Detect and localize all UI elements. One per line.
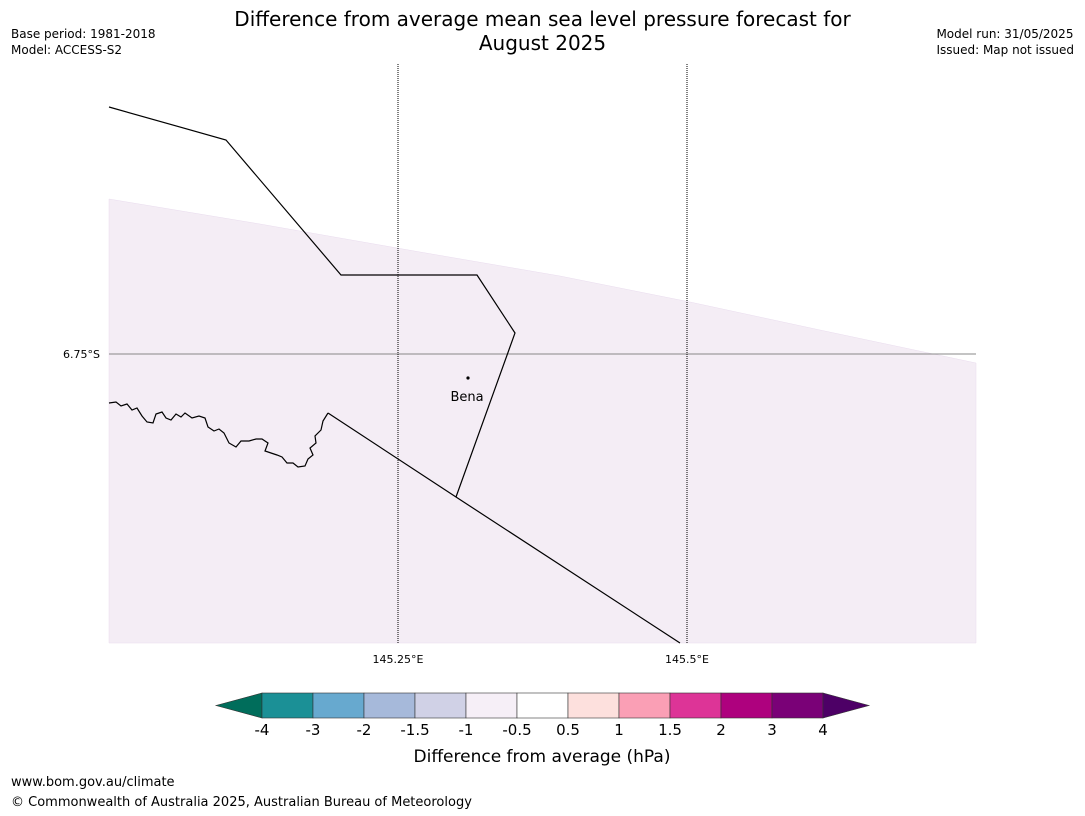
colorbar-tick-label: -0.5: [502, 721, 531, 739]
colorbar-tick-label: 4: [818, 721, 828, 739]
colorbar-tick-label: 0.5: [556, 721, 580, 739]
colorbar-segment: [567, 692, 620, 719]
colorbar-tick-label: -4: [255, 721, 270, 739]
colorbar-tick-label: -3: [306, 721, 321, 739]
meta-right: Model run: 31/05/2025 Issued: Map not is…: [936, 26, 1074, 58]
footer-url: www.bom.gov.au/climate: [11, 775, 175, 790]
colorbar: [214, 692, 871, 719]
colorbar-label: Difference from average (hPa): [414, 747, 671, 767]
boundary-line-north: [108, 106, 516, 498]
colorbar-segment: [312, 692, 365, 719]
model-text: Model: ACCESS-S2: [11, 43, 123, 57]
meta-left: Base period: 1981-2018 Model: ACCESS-S2: [11, 26, 156, 58]
map-title-line2: August 2025: [478, 31, 607, 55]
colorbar-segment: [363, 692, 416, 719]
map-title-line1: Difference from average mean sea level p…: [234, 7, 851, 31]
base-period-text: Base period: 1981-2018: [11, 27, 156, 41]
colorbar-segment: [516, 692, 569, 719]
colorbar-segment: [465, 692, 518, 719]
latitude-label: 6.75°S: [63, 348, 100, 361]
colorbar-tick-label: -1.5: [400, 721, 429, 739]
colorbar-tick-label: 1.5: [658, 721, 682, 739]
colorbar-extend-high: [822, 692, 871, 719]
map-title: Difference from average mean sea level p…: [150, 7, 935, 55]
issued-text: Issued: Map not issued: [936, 43, 1074, 57]
colorbar-tick-label: -1: [459, 721, 474, 739]
colorbar-segment: [720, 692, 773, 719]
model-run-text: Model run: 31/05/2025: [936, 27, 1074, 41]
longitude-label-2: 145.5°E: [665, 653, 709, 666]
longitude-label-1: 145.25°E: [373, 653, 424, 666]
colorbar-segment: [261, 692, 314, 719]
colorbar-segment: [669, 692, 722, 719]
colorbar-ticks: -4 -3 -2 -1.5 -1 -0.5 0.5 1 1.5 2 3 4: [255, 721, 828, 739]
colorbar-segment: [618, 692, 671, 719]
colorbar-segment: [771, 692, 824, 719]
colorbar-segment: [414, 692, 467, 719]
colorbar-extend-low: [214, 692, 263, 719]
colorbar-tick-label: -2: [357, 721, 372, 739]
bena-label: Bena: [450, 390, 483, 405]
bena-marker: [466, 376, 470, 380]
river-line: [108, 401, 329, 468]
anomaly-shading: [108, 198, 977, 644]
colorbar-tick-label: 2: [716, 721, 726, 739]
boundary-line-south: [327, 412, 681, 644]
footer-copyright: © Commonwealth of Australia 2025, Austra…: [11, 795, 472, 810]
colorbar-tick-label: 1: [614, 721, 624, 739]
colorbar-tick-label: 3: [767, 721, 777, 739]
